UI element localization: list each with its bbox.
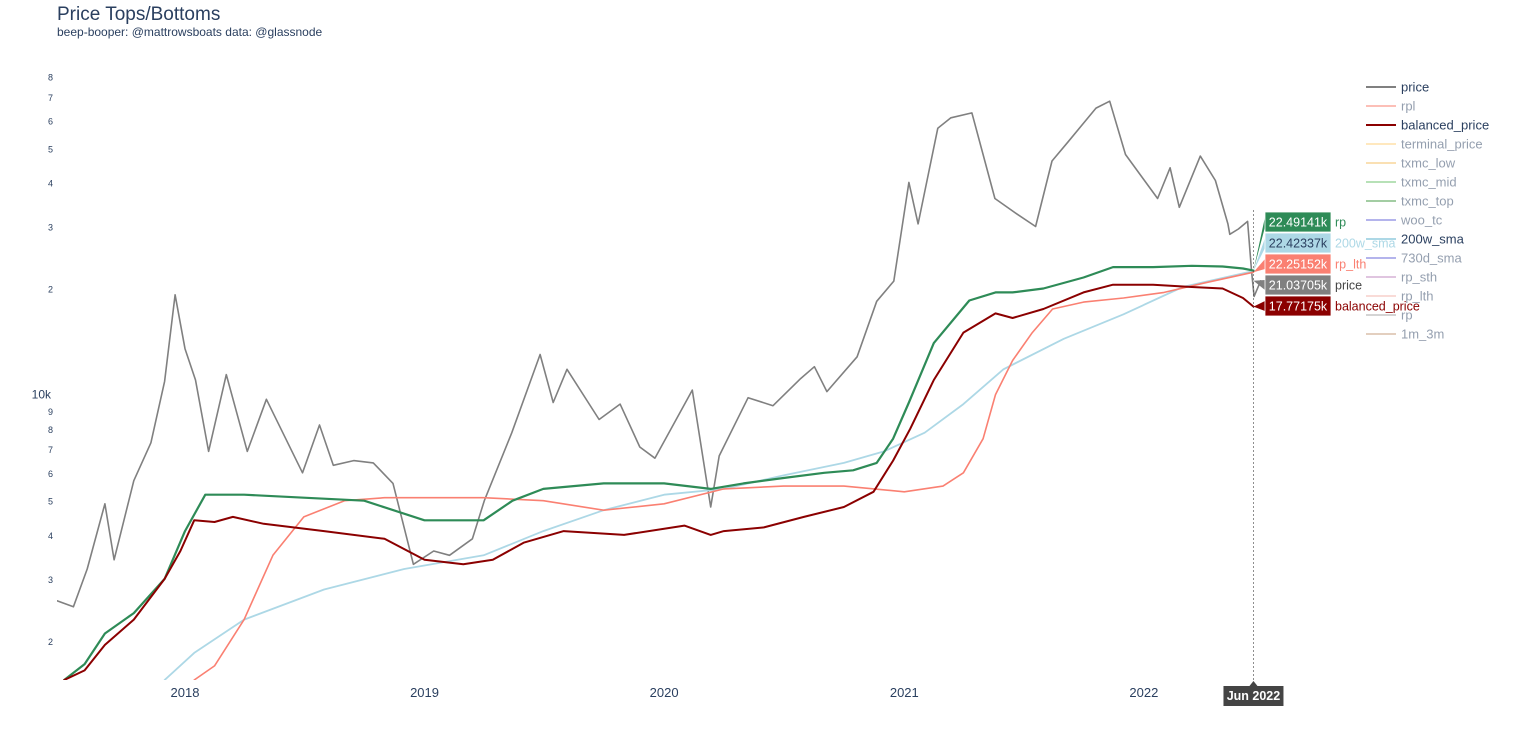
y-tick-label: 5 <box>48 497 53 507</box>
legend-label: price <box>1401 80 1429 95</box>
legend-label: txmc_low <box>1401 156 1456 171</box>
x-tick-label: 2021 <box>890 685 919 700</box>
hover-pointer <box>1253 301 1265 311</box>
hover-pointer <box>1253 259 1265 273</box>
legend-label: 730d_sma <box>1401 251 1462 266</box>
hover-label-box <box>1264 274 1332 296</box>
legend-item-balanced-price[interactable]: balanced_price <box>1366 118 1489 133</box>
legend-label: rp_sth <box>1401 270 1437 285</box>
y-axis: 2 3 4 5 6 7 8 9 10k 2 3 4 5 6 7 8 <box>32 72 53 647</box>
hover-pointer <box>1253 217 1265 271</box>
hover-label-box <box>1264 232 1332 254</box>
x-tick-label: 2019 <box>410 685 439 700</box>
series-line-rp-lth[interactable] <box>193 271 1255 680</box>
hover-value-text: 21.03705k <box>1269 279 1328 293</box>
y-tick-label: 8 <box>48 425 53 435</box>
chart-title: Price Tops/Bottoms <box>57 4 221 25</box>
hover-pointer <box>1253 238 1265 272</box>
x-tick-label: 2018 <box>171 685 200 700</box>
legend-item-rp-lth[interactable]: rp_lth <box>1366 289 1434 304</box>
x-axis: 2018 2019 2020 2021 2022 <box>171 685 1159 700</box>
hover-value-text: 17.77175k <box>1269 300 1328 314</box>
legend-item-rp-sth[interactable]: rp_sth <box>1366 270 1437 285</box>
y-tick-label: 2 <box>48 637 53 647</box>
hover-series-name: rp <box>1335 216 1346 230</box>
y-tick-label: 7 <box>48 445 53 455</box>
legend-label: 1m_3m <box>1401 327 1444 342</box>
legend-label: rp <box>1401 308 1413 323</box>
hover-value-text: 22.42337k <box>1269 237 1328 251</box>
y-tick-label: 2 <box>48 285 53 295</box>
legend-item-txmc-low[interactable]: txmc_low <box>1366 156 1456 171</box>
hover-pointer <box>1253 280 1265 290</box>
legend-label: txmc_top <box>1401 194 1454 209</box>
series-line-price[interactable] <box>57 100 1262 608</box>
x-tick-label: 2022 <box>1129 685 1158 700</box>
hover-series-name: balanced_price <box>1335 300 1420 314</box>
legend-label: balanced_price <box>1401 118 1489 133</box>
y-tick-label: 9 <box>48 407 53 417</box>
hover-value-text: 22.49141k <box>1269 216 1328 230</box>
legend-item-price[interactable]: price <box>1366 80 1429 95</box>
y-tick-label: 4 <box>48 531 53 541</box>
legend-label: terminal_price <box>1401 137 1483 152</box>
hover-x-label: Jun 2022 <box>1227 689 1281 703</box>
legend-item-1m-3m[interactable]: 1m_3m <box>1366 327 1444 342</box>
hover-series-name: price <box>1335 279 1362 293</box>
legend-item-rpl[interactable]: rpl <box>1366 99 1416 114</box>
plot-area[interactable] <box>57 100 1262 680</box>
legend[interactable]: price rpl balanced_price terminal_pricetxmc… <box>1366 80 1489 342</box>
legend-item-txmc-mid[interactable]: txmc_mid <box>1366 175 1457 190</box>
legend-label: rpl <box>1401 99 1416 114</box>
legend-item-woo-tc[interactable]: woo_tc <box>1366 213 1443 228</box>
hover-label-box <box>1264 253 1332 275</box>
series-line-rp[interactable] <box>63 264 1255 680</box>
legend-item-txmc-top[interactable]: txmc_top <box>1366 194 1454 209</box>
series-line-200w-sma[interactable] <box>163 270 1255 680</box>
legend-label: 200w_sma <box>1401 232 1465 247</box>
y-tick-label: 6 <box>48 116 53 126</box>
hover-x-box <box>1223 686 1284 706</box>
legend-item-730d-sma[interactable]: 730d_sma <box>1366 251 1462 266</box>
hover-series-name: rp_lth <box>1335 258 1366 272</box>
legend-label: woo_tc <box>1400 213 1443 228</box>
legend-item-rp[interactable]: rp <box>1366 308 1413 323</box>
legend-item-terminal-price[interactable]: terminal_price <box>1366 137 1483 152</box>
y-tick-label: 8 <box>48 72 53 82</box>
hover-label-box <box>1264 211 1332 233</box>
y-tick-label: 7 <box>48 93 53 103</box>
y-tick-label: 5 <box>48 144 53 154</box>
y-tick-label: 3 <box>48 575 53 585</box>
series-line-balanced-price[interactable] <box>63 283 1255 680</box>
y-tick-label: 4 <box>48 178 53 188</box>
legend-label: txmc_mid <box>1401 175 1457 190</box>
y-tick-label: 6 <box>48 469 53 479</box>
hover-x-pointer <box>1249 681 1258 686</box>
y-tick-label: 3 <box>48 222 53 232</box>
chart-subtitle: beep-booper: @mattrowsboats data: @glass… <box>57 25 323 39</box>
y-tick-label: 10k <box>32 388 52 402</box>
hover-label-box <box>1264 295 1332 317</box>
x-tick-label: 2020 <box>650 685 679 700</box>
legend-label: rp_lth <box>1401 289 1434 304</box>
legend-item-200w-sma[interactable]: 200w_sma <box>1366 232 1465 247</box>
hover-value-text: 22.25152k <box>1269 258 1328 272</box>
